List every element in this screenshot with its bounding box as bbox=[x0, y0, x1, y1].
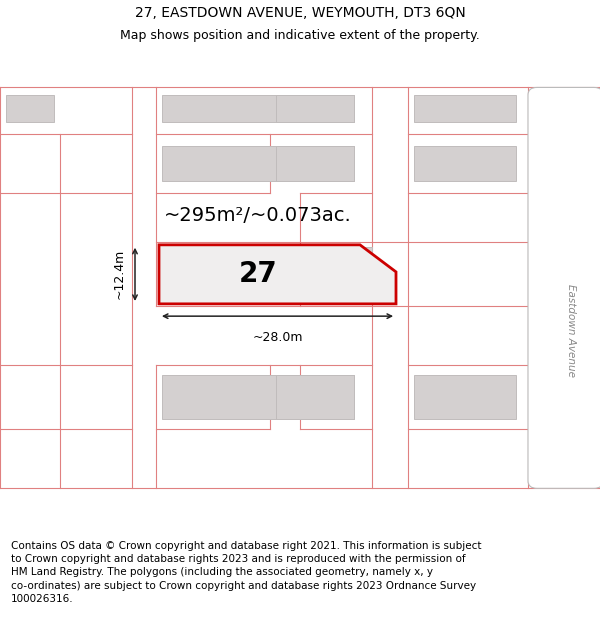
Text: 27: 27 bbox=[239, 261, 277, 288]
Bar bbox=[162, 375, 354, 419]
FancyBboxPatch shape bbox=[528, 88, 600, 488]
Bar bbox=[276, 95, 354, 122]
Bar bbox=[162, 248, 372, 296]
Text: Contains OS data © Crown copyright and database right 2021. This information is : Contains OS data © Crown copyright and d… bbox=[11, 541, 481, 604]
Text: ~12.4m: ~12.4m bbox=[113, 249, 126, 299]
Bar bbox=[6, 95, 54, 122]
Text: Map shows position and indicative extent of the property.: Map shows position and indicative extent… bbox=[120, 29, 480, 42]
Bar bbox=[414, 95, 516, 122]
Text: Eastdown Avenue: Eastdown Avenue bbox=[566, 284, 576, 378]
Polygon shape bbox=[159, 245, 396, 304]
Bar bbox=[162, 146, 354, 181]
Bar bbox=[276, 146, 354, 181]
Bar bbox=[414, 375, 516, 419]
Text: ~295m²/~0.073ac.: ~295m²/~0.073ac. bbox=[164, 206, 352, 225]
Bar bbox=[276, 375, 354, 419]
Text: ~28.0m: ~28.0m bbox=[252, 331, 303, 344]
Text: 27, EASTDOWN AVENUE, WEYMOUTH, DT3 6QN: 27, EASTDOWN AVENUE, WEYMOUTH, DT3 6QN bbox=[134, 6, 466, 20]
Bar bbox=[162, 95, 354, 122]
Bar bbox=[414, 146, 516, 181]
